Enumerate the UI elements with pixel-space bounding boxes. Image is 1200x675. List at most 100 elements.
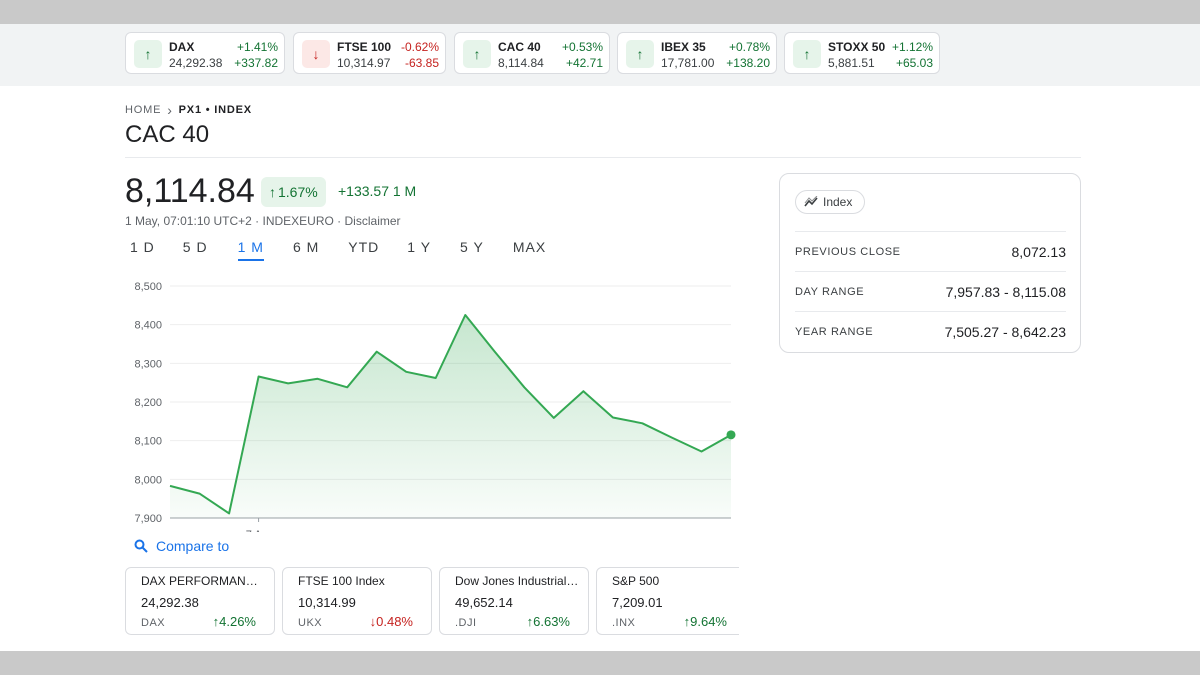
range-tab-ytd[interactable]: YTD xyxy=(348,239,380,255)
arrow-up-icon: ↑ xyxy=(212,614,220,629)
y-tick-label: 8,200 xyxy=(134,397,162,409)
card-symbol: .INX xyxy=(612,617,636,629)
range-tab-6m[interactable]: 6 M xyxy=(292,239,320,255)
ticker-stoxx-50[interactable]: ↑ STOXX 50 5,881.51 +1.12% +65.03 xyxy=(784,32,940,74)
price-chart[interactable]: 8,500 8,400 8,300 8,200 8,100 8,000 7,900 7 Apr xyxy=(125,276,739,532)
arrow-down-icon: ↓ xyxy=(369,614,377,629)
ticker-cac-40[interactable]: ↑ CAC 40 8,114.84 +0.53% +42.71 xyxy=(454,32,610,74)
arrow-up-icon: ↑ xyxy=(134,40,162,68)
index-chip[interactable]: Index xyxy=(795,190,866,214)
chevron-right-icon: › xyxy=(167,102,173,118)
card-price: 24,292.38 xyxy=(141,595,199,610)
ticker-price: 10,314.97 xyxy=(337,56,391,70)
price-line xyxy=(169,314,732,515)
percent-change-value: 1.67% xyxy=(278,184,318,200)
ticker-change: +42.71 xyxy=(565,56,603,70)
compare-to-label: Compare to xyxy=(156,538,230,554)
compare-card-ftse[interactable]: FTSE 100 Index 10,314.99 UKX ↓0.48% xyxy=(282,567,432,635)
card-price: 49,652.14 xyxy=(455,595,513,610)
card-percent-value: 9.64% xyxy=(690,614,727,629)
arrow-up-icon: ↑ xyxy=(463,40,491,68)
ticker-name: DAX xyxy=(169,40,195,54)
ticker-price: 8,114.84 xyxy=(498,56,544,70)
ticker-percent: +0.53% xyxy=(561,40,603,54)
ticker-price: 24,292.38 xyxy=(169,56,223,70)
page-title: CAC 40 xyxy=(125,121,210,148)
ticker-change: +138.20 xyxy=(726,56,770,70)
range-tab-5d[interactable]: 5 D xyxy=(182,239,208,255)
stat-value: 8,072.13 xyxy=(1011,243,1067,260)
range-tab-max[interactable]: MAX xyxy=(512,239,547,255)
ticker-change: -63.85 xyxy=(404,56,439,70)
compare-to-button[interactable]: Compare to xyxy=(134,538,229,554)
card-name: FTSE 100 Index xyxy=(298,574,385,588)
y-tick-label: 8,100 xyxy=(134,436,162,448)
ticker-percent: -0.62% xyxy=(400,40,439,54)
card-name: S&P 500 xyxy=(612,574,660,588)
compare-cards: DAX PERFORMANCE-INDEX 24,292.38 DAX ↑4.2… xyxy=(125,567,739,637)
ticker-change: +65.03 xyxy=(895,56,933,70)
breadcrumb-home[interactable]: HOME xyxy=(125,104,162,116)
ticker-name: IBEX 35 xyxy=(661,40,706,54)
current-value-dot xyxy=(726,430,736,440)
stat-day-range: DAY RANGE 7,957.83 - 8,115.08 xyxy=(795,271,1066,311)
stat-label: PREVIOUS CLOSE xyxy=(795,245,901,258)
stat-label: YEAR RANGE xyxy=(795,325,874,338)
stat-value: 7,505.27 - 8,642.23 xyxy=(944,323,1066,340)
ticker-percent: +1.12% xyxy=(891,40,933,54)
index-chip-label: Index xyxy=(823,195,853,209)
range-tab-1m[interactable]: 1 M xyxy=(237,239,264,261)
breadcrumb-current: PX1 • INDEX xyxy=(178,104,252,116)
stat-year-range: YEAR RANGE 7,505.27 - 8,642.23 xyxy=(795,311,1066,351)
ticker-name: FTSE 100 xyxy=(337,40,392,54)
card-percent-value: 4.26% xyxy=(219,614,256,629)
price-area xyxy=(170,315,731,518)
x-tick-label: 7 Apr xyxy=(246,529,272,532)
page: ↑ DAX 24,292.38 +1.41% +337.82 ↓ FTSE 10… xyxy=(0,24,1200,651)
compare-card-dow-jones[interactable]: Dow Jones Industrial Average 49,652.14 .… xyxy=(439,567,589,635)
arrow-down-icon: ↓ xyxy=(302,40,330,68)
stat-previous-close: PREVIOUS CLOSE 8,072.13 xyxy=(795,231,1066,271)
y-tick-label: 7,900 xyxy=(134,513,162,525)
key-stats-panel: Index PREVIOUS CLOSE 8,072.13 DAY RANGE … xyxy=(779,173,1081,353)
card-percent: ↑9.64% xyxy=(684,614,727,629)
ticker-price: 17,781.00 xyxy=(661,56,715,70)
ticker-ftse-100[interactable]: ↓ FTSE 100 10,314.97 -0.62% -63.85 xyxy=(293,32,446,74)
breadcrumb: HOME › PX1 • INDEX xyxy=(125,102,252,118)
ticker-name: CAC 40 xyxy=(498,40,541,54)
y-tick-label: 8,400 xyxy=(134,320,162,332)
market-ticker-strip: ↑ DAX 24,292.38 +1.41% +337.82 ↓ FTSE 10… xyxy=(0,24,1200,86)
y-tick-label: 8,500 xyxy=(134,281,162,293)
ticker-name: STOXX 50 xyxy=(828,40,886,54)
ticker-ibex-35[interactable]: ↑ IBEX 35 17,781.00 +0.78% +138.20 xyxy=(617,32,777,74)
ticker-price: 5,881.51 xyxy=(828,56,875,70)
ticker-change: +337.82 xyxy=(234,56,278,70)
range-tab-5y[interactable]: 5 Y xyxy=(460,239,484,255)
arrow-up-icon: ↑ xyxy=(793,40,821,68)
range-tab-1d[interactable]: 1 D xyxy=(130,239,155,255)
ticker-percent: +0.78% xyxy=(728,40,770,54)
arrow-up-icon: ↑ xyxy=(683,614,691,629)
card-percent-value: 6.63% xyxy=(533,614,570,629)
card-percent: ↑4.26% xyxy=(213,614,256,629)
arrow-up-icon: ↑ xyxy=(626,40,654,68)
card-name: DAX PERFORMANCE-INDEX xyxy=(141,574,266,588)
ticker-dax[interactable]: ↑ DAX 24,292.38 +1.41% +337.82 xyxy=(125,32,285,74)
current-price: 8,114.84 xyxy=(125,172,255,210)
range-tab-1y[interactable]: 1 Y xyxy=(407,239,432,255)
search-icon xyxy=(134,539,148,553)
card-percent: ↓0.48% xyxy=(370,614,413,629)
divider xyxy=(125,157,1081,158)
compare-card-dax[interactable]: DAX PERFORMANCE-INDEX 24,292.38 DAX ↑4.2… xyxy=(125,567,275,635)
time-range-tabs: 1 D 5 D 1 M 6 M YTD 1 Y 5 Y MAX xyxy=(130,239,546,261)
card-symbol: .DJI xyxy=(455,617,477,629)
stat-label: DAY RANGE xyxy=(795,285,865,298)
card-price: 7,209.01 xyxy=(612,595,663,610)
card-percent: ↑6.63% xyxy=(527,614,570,629)
y-tick-label: 8,000 xyxy=(134,474,162,486)
compare-card-sp500[interactable]: S&P 500 7,209.01 .INX ↑9.64% xyxy=(596,567,739,635)
percent-change-badge: ↑ 1.67% xyxy=(261,177,326,207)
card-percent-value: 0.48% xyxy=(376,614,413,629)
quote-meta: 1 May, 07:01:10 UTC+2 · INDEXEURO · Disc… xyxy=(125,214,401,228)
trending-icon xyxy=(804,196,818,207)
